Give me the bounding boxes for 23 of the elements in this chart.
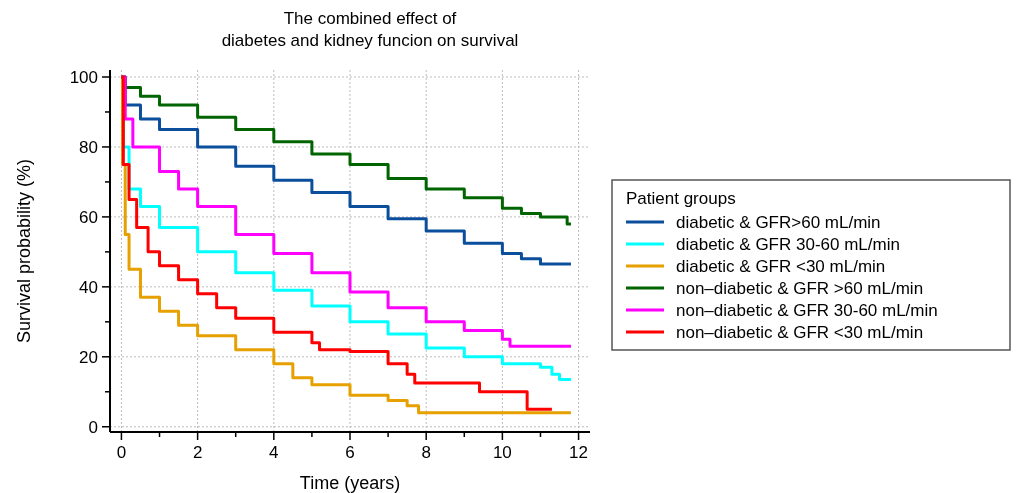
y-axis-title: Survival probability (%) [14, 158, 34, 344]
x-tick-label: 4 [269, 443, 279, 462]
chart-title: The combined effect of diabetes and kidney funcion on survival [221, 9, 519, 50]
legend-label: non–diabetic & GFR >60 mL/min [676, 279, 924, 298]
x-tick-label: 2 [192, 443, 203, 462]
legend-label: diabetic & GFR>60 mL/min [676, 213, 881, 232]
legend-label: diabetic & GFR 30-60 mL/min [676, 235, 900, 254]
x-tick-label: 6 [345, 443, 355, 462]
x-tick-label: 8 [421, 443, 431, 462]
y-tick-label: 80 [79, 137, 98, 157]
x-tick-label: 12 [569, 443, 589, 462]
x-tick-label: 10 [492, 443, 512, 462]
legend-title: Patient groups [626, 189, 736, 208]
x-axis-title: Time (years) [299, 473, 401, 493]
y-tick-label: 40 [79, 277, 98, 297]
y-tick-label: 20 [79, 347, 98, 367]
x-tick-label: 0 [116, 443, 127, 462]
legend-label: non–diabetic & GFR <30 mL/min [676, 323, 924, 342]
legend-label: non–diabetic & GFR 30-60 mL/min [676, 301, 938, 320]
legend-label: diabetic & GFR <30 mL/min [676, 257, 886, 276]
y-tick-label: 0 [88, 417, 98, 437]
y-tick-label: 100 [69, 68, 98, 87]
y-tick-label: 60 [79, 207, 98, 227]
